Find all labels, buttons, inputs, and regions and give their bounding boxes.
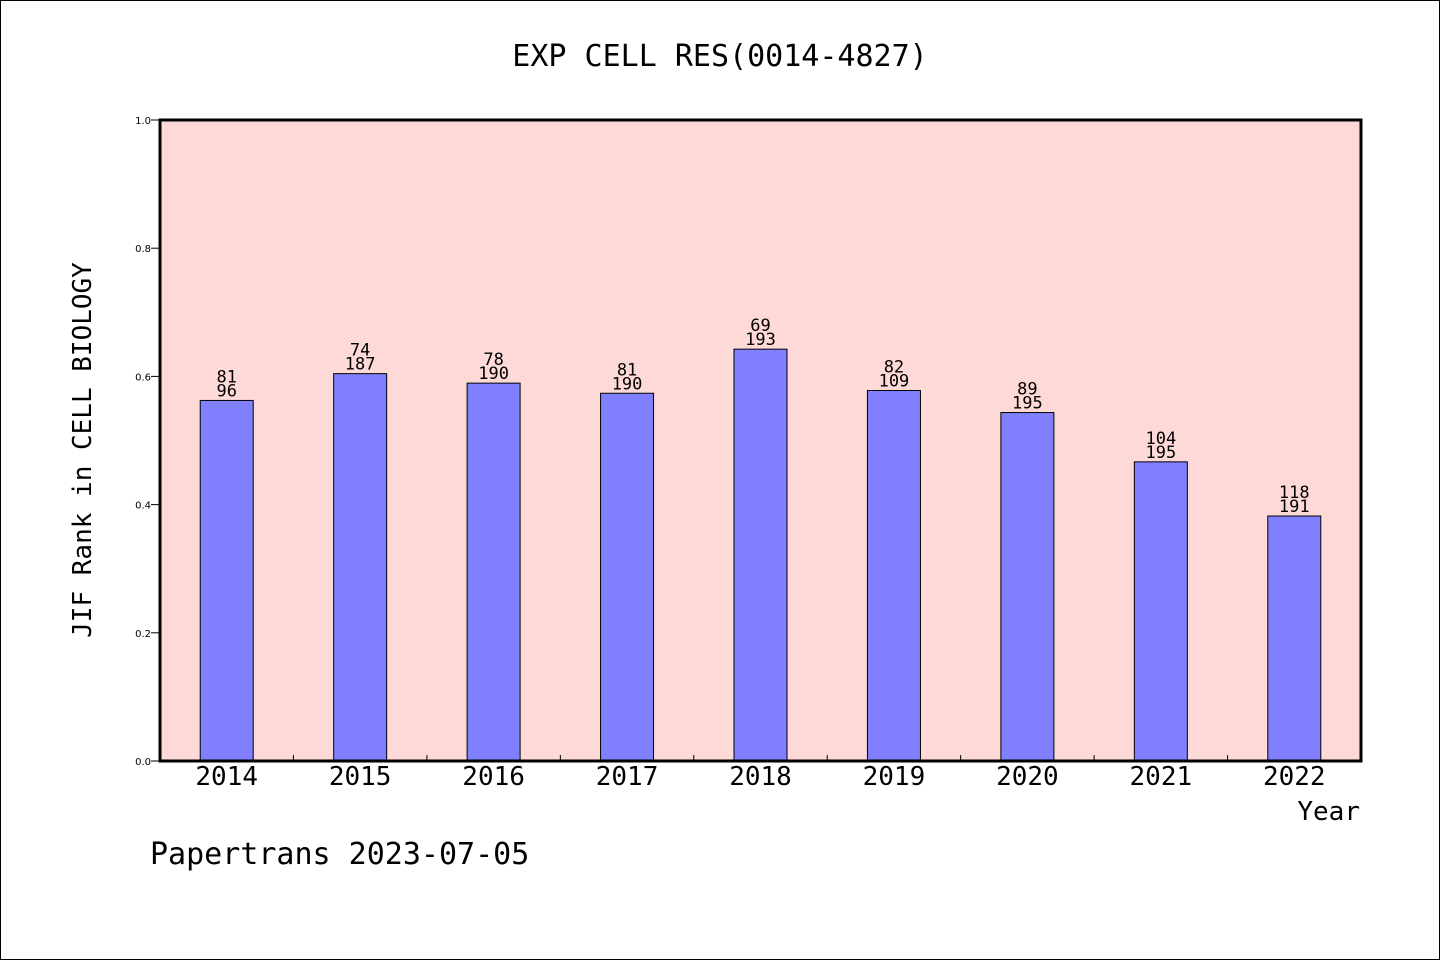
x-tick-label: 2019 <box>863 762 926 792</box>
bar-rank-label: 104 <box>1145 429 1176 449</box>
bar-total-label: 195 <box>1145 443 1176 463</box>
bar-2022 <box>1267 515 1322 762</box>
x-axis-label: Year <box>1297 797 1360 827</box>
bar-2016 <box>466 382 521 762</box>
bar-rank-label: 89 <box>1017 380 1037 400</box>
bar-2018 <box>733 348 788 762</box>
bar-total-label: 193 <box>745 330 776 350</box>
bar-rank-label: 118 <box>1279 483 1310 503</box>
x-tick-label: 2015 <box>329 762 392 792</box>
bars <box>199 348 1322 762</box>
y-tick-label: 0.4 <box>135 501 151 512</box>
y-axis-label: JIF Rank in CELL BIOLOGY <box>68 262 98 638</box>
bar-2019 <box>866 390 921 762</box>
bar-2020 <box>1000 412 1055 762</box>
bar-rank-label: 81 <box>216 367 236 387</box>
y-tick-label: 0.2 <box>135 629 151 640</box>
x-tick-label: 2016 <box>462 762 525 792</box>
x-axis-labels: 2014 2015 2016 2017 2018 2019 2020 2021 2022 <box>195 762 1325 792</box>
x-tick-label: 2020 <box>996 762 1059 792</box>
bar-rank-label: 78 <box>483 350 503 370</box>
y-tick-label: 1.0 <box>135 116 151 127</box>
bar-2014 <box>199 399 254 762</box>
footer-text: Papertrans 2023-07-05 <box>150 837 529 872</box>
y-tick-label: 0.0 <box>135 757 151 768</box>
bar-total-label: 195 <box>1012 394 1043 414</box>
y-axis: 0.0 0.2 0.4 0.6 0.8 1.0 <box>135 116 160 768</box>
bar-rank-label: 82 <box>884 358 904 378</box>
bar-total-label: 190 <box>612 374 643 394</box>
plot-border <box>158 118 1363 763</box>
bar-total-label: 191 <box>1279 497 1310 517</box>
x-tick-label: 2014 <box>195 762 258 792</box>
bar-2017 <box>600 392 655 762</box>
x-tick-label: 2018 <box>729 762 792 792</box>
y-tick-label: 0.6 <box>135 372 151 383</box>
bar-2015 <box>333 373 388 762</box>
bar-total-label: 187 <box>345 355 376 375</box>
x-tick-label: 2021 <box>1130 762 1193 792</box>
y-tick-label: 0.8 <box>135 244 151 255</box>
bar-total-label: 96 <box>216 381 236 401</box>
x-tick-label: 2022 <box>1263 762 1326 792</box>
bar-total-label: 190 <box>478 364 509 384</box>
chart-title: EXP CELL RES(0014-4827) <box>512 39 927 74</box>
bar-rank-label: 74 <box>350 341 370 361</box>
bar-total-label: 109 <box>879 372 910 392</box>
bar-rank-label: 81 <box>617 360 637 380</box>
bar-rank-label: 69 <box>750 316 770 336</box>
x-tick-label: 2017 <box>596 762 659 792</box>
bar-2021 <box>1133 461 1188 762</box>
